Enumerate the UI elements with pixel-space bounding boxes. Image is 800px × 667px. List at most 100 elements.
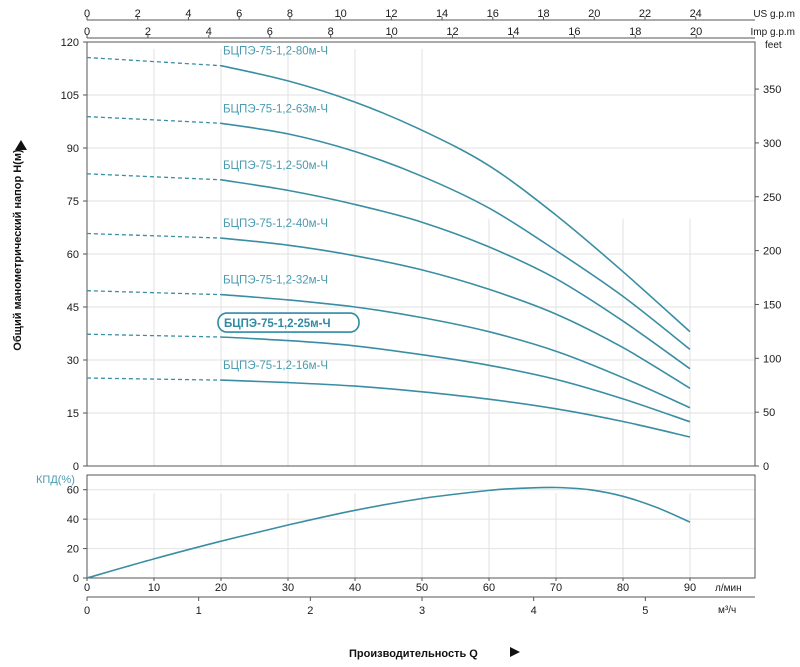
- head-grid: [87, 41, 755, 466]
- eff-y-tick-label: 60: [67, 485, 79, 497]
- lpm-tick-label: 50: [416, 582, 428, 594]
- lpm-tick-label: 90: [684, 582, 696, 594]
- us-gpm-tick-label: 22: [639, 8, 651, 20]
- lpm-tick-label: 40: [349, 582, 361, 594]
- pump-curve-solid: [220, 379, 691, 438]
- m3h-tick-label: 4: [531, 605, 537, 617]
- head-y-tick-label: 120: [61, 37, 79, 49]
- pump-curve-6: БЦПЭ-75-1,2-25м-Ч: [86, 312, 691, 423]
- pump-curve-5: БЦПЭ-75-1,2-32м-Ч: [86, 275, 691, 409]
- us-gpm-tick-label: 12: [385, 8, 397, 20]
- imp-gpm-unit: Imp g.p.m: [751, 27, 795, 38]
- eff-y-tick-label: 40: [67, 514, 79, 526]
- head-axis-title: Общий манометрический напор Н(м): [12, 149, 24, 351]
- eff-grid: [87, 489, 755, 578]
- lpm-tick-label: 30: [282, 582, 294, 594]
- imp-gpm-tick-label: 4: [206, 26, 212, 38]
- us-gpm-tick-label: 6: [236, 8, 242, 20]
- lpm-tick-label: 70: [550, 582, 562, 594]
- us-gpm-tick-label: 8: [287, 8, 293, 20]
- head-y-tick-label: 90: [67, 143, 79, 155]
- us-gpm-tick-label: 20: [588, 8, 600, 20]
- pump-curve-label: БЦПЭ-75-1,2-50м-Ч: [223, 160, 328, 172]
- eff-y-tick-label: 0: [73, 573, 79, 585]
- feet-tick-label: 350: [763, 84, 781, 96]
- feet-tick-label: 300: [763, 138, 781, 150]
- pump-curve-solid: [220, 237, 691, 389]
- pump-curve-3: БЦПЭ-75-1,2-50м-Ч: [86, 160, 691, 370]
- us-gpm-tick-label: 24: [690, 8, 702, 20]
- feet-axis-unit: feet: [765, 40, 782, 51]
- pump-curve-dashed: [86, 290, 222, 296]
- feet-tick-label: 100: [763, 353, 781, 365]
- pump-curve-solid: [220, 122, 691, 351]
- lpm-unit: л/мин: [715, 583, 742, 594]
- pump-curve-4: БЦПЭ-75-1,2-40м-Ч: [86, 218, 691, 389]
- flow-axis-title: Производительность Q: [349, 648, 478, 660]
- pump-curve-dashed: [86, 232, 222, 239]
- feet-tick-label: 50: [763, 407, 775, 419]
- m3h-tick-label: 2: [307, 605, 313, 617]
- m3h-tick-label: 0: [84, 605, 90, 617]
- feet-tick-label: 200: [763, 246, 781, 258]
- head-y-tick-label: 105: [61, 90, 79, 102]
- feet-tick-label: 150: [763, 299, 781, 311]
- imp-gpm-tick-label: 10: [385, 26, 397, 38]
- imp-gpm-tick-label: 6: [267, 26, 273, 38]
- pump-curve-label: БЦПЭ-75-1,2-40м-Ч: [223, 218, 328, 230]
- us-gpm-tick-label: 10: [334, 8, 346, 20]
- pump-curve-dashed: [86, 333, 222, 338]
- pump-curve-label: БЦПЭ-75-1,2-32м-Ч: [223, 275, 328, 287]
- pump-curve-7: БЦПЭ-75-1,2-16м-Ч: [86, 360, 691, 438]
- pump-curve-2: БЦПЭ-75-1,2-63м-Ч: [86, 103, 691, 351]
- imp-gpm-tick-label: 16: [568, 26, 580, 38]
- head-curves: БЦПЭ-75-1,2-80м-Ч БЦПЭ-75-1,2-63м-Ч БЦПЭ-7…: [86, 46, 691, 438]
- imp-gpm-tick-label: 2: [145, 26, 151, 38]
- imp-gpm-tick-label: 14: [507, 26, 519, 38]
- pump-curve-solid: [220, 336, 691, 423]
- pump-curve-dashed: [86, 115, 222, 124]
- us-gpm-unit: US g.p.m: [753, 9, 795, 20]
- pump-curve-label: БЦПЭ-75-1,2-80м-Ч: [223, 46, 328, 58]
- pump-curve-solid: [220, 179, 691, 370]
- eff-y-tick-label: 20: [67, 544, 79, 556]
- head-y-tick-label: 60: [67, 249, 79, 261]
- imp-gpm-tick-label: 0: [84, 26, 90, 38]
- lpm-tick-label: 10: [148, 582, 160, 594]
- head-y-tick-label: 75: [67, 196, 79, 208]
- lpm-tick-label: 60: [483, 582, 495, 594]
- us-gpm-tick-label: 18: [537, 8, 549, 20]
- flow-axis-arrow-icon: [510, 647, 520, 657]
- pump-curve-dashed: [86, 56, 222, 67]
- us-gpm-tick-label: 14: [436, 8, 448, 20]
- head-y-tick-label: 45: [67, 302, 79, 314]
- pump-curve-label: БЦПЭ-75-1,2-63м-Ч: [223, 103, 328, 115]
- pump-curve-1: БЦПЭ-75-1,2-80м-Ч: [86, 46, 691, 333]
- head-axis-arrow-icon: [15, 140, 27, 150]
- highlight-label-box: [217, 312, 360, 333]
- m3h-unit: м³/ч: [718, 605, 736, 616]
- efficiency-curve: [86, 486, 691, 579]
- lpm-tick-label: 80: [617, 582, 629, 594]
- us-gpm-tick-label: 16: [487, 8, 499, 20]
- imp-gpm-tick-label: 8: [328, 26, 334, 38]
- head-y-tick-label: 0: [73, 461, 79, 473]
- imp-gpm-tick-label: 18: [629, 26, 641, 38]
- imp-gpm-tick-label: 20: [690, 26, 702, 38]
- eff-axis-title: КПД(%): [36, 474, 75, 486]
- pump-curve-solid: [220, 64, 691, 333]
- pump-curve-dashed: [86, 377, 222, 381]
- pump-curve-label: БЦПЭ-75-1,2-25м-Ч: [224, 318, 331, 330]
- lpm-tick-label: 20: [215, 582, 227, 594]
- lpm-tick-label: 0: [84, 582, 90, 594]
- m3h-tick-label: 5: [642, 605, 648, 617]
- us-gpm-tick-label: 4: [185, 8, 191, 20]
- m3h-tick-label: 3: [419, 605, 425, 617]
- us-gpm-tick-label: 2: [135, 8, 141, 20]
- feet-tick-label: 0: [763, 461, 769, 473]
- pump-curve-label: БЦПЭ-75-1,2-16м-Ч: [223, 360, 328, 372]
- eff-panel-frame: [86, 474, 756, 579]
- us-gpm-tick-label: 0: [84, 8, 90, 20]
